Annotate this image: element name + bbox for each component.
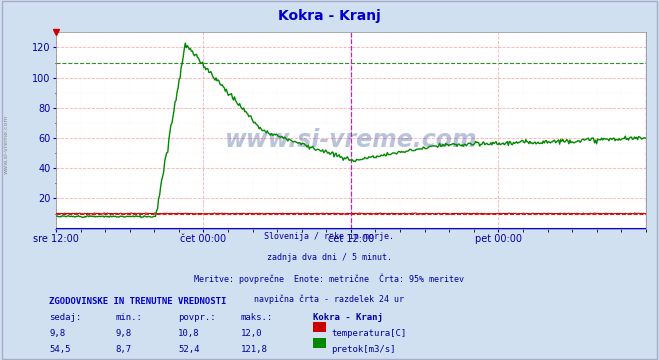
Text: min.:: min.:	[115, 313, 142, 322]
Text: www.si-vreme.com: www.si-vreme.com	[4, 114, 9, 174]
Text: 10,8: 10,8	[178, 329, 200, 338]
Text: 52,4: 52,4	[178, 345, 200, 354]
Text: 9,8: 9,8	[49, 329, 65, 338]
Text: zadnja dva dni / 5 minut.: zadnja dva dni / 5 minut.	[267, 253, 392, 262]
Text: Meritve: povprečne  Enote: metrične  Črta: 95% meritev: Meritve: povprečne Enote: metrične Črta:…	[194, 274, 465, 284]
Text: Kokra - Kranj: Kokra - Kranj	[313, 313, 383, 322]
Text: temperatura[C]: temperatura[C]	[331, 329, 407, 338]
Text: povpr.:: povpr.:	[178, 313, 215, 322]
Text: www.si-vreme.com: www.si-vreme.com	[225, 128, 477, 152]
Text: 121,8: 121,8	[241, 345, 268, 354]
Text: navpična črta - razdelek 24 ur: navpična črta - razdelek 24 ur	[254, 295, 405, 304]
Text: 12,0: 12,0	[241, 329, 262, 338]
Text: 54,5: 54,5	[49, 345, 71, 354]
Text: pretok[m3/s]: pretok[m3/s]	[331, 345, 396, 354]
Text: ZGODOVINSKE IN TRENUTNE VREDNOSTI: ZGODOVINSKE IN TRENUTNE VREDNOSTI	[49, 297, 227, 306]
Text: maks.:: maks.:	[241, 313, 273, 322]
Text: sedaj:: sedaj:	[49, 313, 82, 322]
Text: 8,7: 8,7	[115, 345, 131, 354]
Text: Kokra - Kranj: Kokra - Kranj	[278, 9, 381, 23]
Text: Slovenija / reke in morje.: Slovenija / reke in morje.	[264, 232, 395, 241]
Text: 9,8: 9,8	[115, 329, 131, 338]
